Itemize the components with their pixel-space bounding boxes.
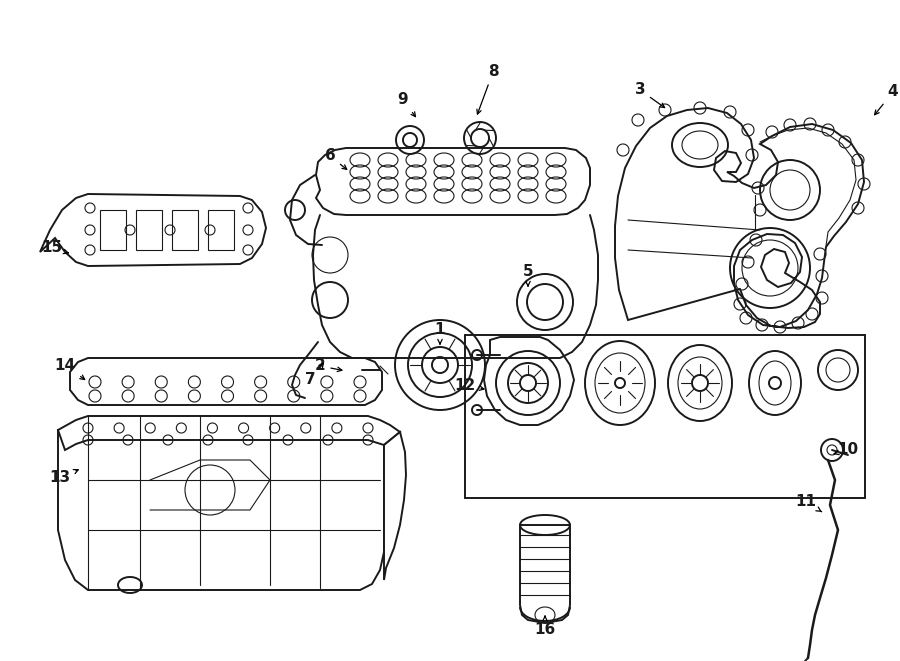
Polygon shape	[70, 358, 382, 405]
Text: 15: 15	[41, 241, 68, 256]
Polygon shape	[40, 194, 266, 266]
Text: 8: 8	[477, 65, 499, 114]
Text: 5: 5	[523, 264, 534, 286]
Polygon shape	[58, 428, 384, 590]
Text: 3: 3	[634, 83, 664, 108]
Text: 9: 9	[398, 93, 416, 116]
Polygon shape	[520, 525, 570, 623]
Text: 16: 16	[535, 616, 555, 637]
Polygon shape	[384, 432, 406, 580]
Text: 14: 14	[54, 358, 85, 379]
Text: 2: 2	[315, 358, 342, 373]
Text: 7: 7	[305, 364, 323, 387]
Polygon shape	[58, 416, 400, 450]
Text: 4: 4	[875, 85, 898, 115]
Text: 12: 12	[454, 377, 484, 393]
Text: 6: 6	[325, 149, 346, 169]
Text: 13: 13	[50, 469, 78, 485]
Polygon shape	[316, 148, 590, 215]
Text: 11: 11	[796, 494, 822, 512]
Polygon shape	[484, 337, 574, 425]
Text: 1: 1	[435, 323, 446, 344]
Text: 10: 10	[834, 442, 859, 457]
Polygon shape	[615, 108, 864, 328]
